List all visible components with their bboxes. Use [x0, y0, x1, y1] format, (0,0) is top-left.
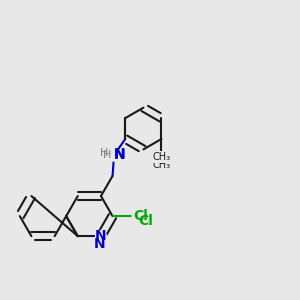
Text: CH₃: CH₃ — [152, 152, 170, 162]
Circle shape — [132, 210, 144, 222]
Text: N: N — [114, 147, 125, 160]
Text: Cl: Cl — [138, 214, 153, 228]
Text: N: N — [94, 237, 105, 250]
Circle shape — [96, 231, 106, 242]
Text: H: H — [100, 148, 109, 158]
Circle shape — [108, 149, 120, 161]
Text: H: H — [103, 150, 112, 160]
Text: Cl: Cl — [134, 209, 148, 223]
Text: CH₃: CH₃ — [152, 160, 170, 170]
Text: N: N — [95, 229, 107, 243]
Text: N: N — [114, 148, 125, 162]
